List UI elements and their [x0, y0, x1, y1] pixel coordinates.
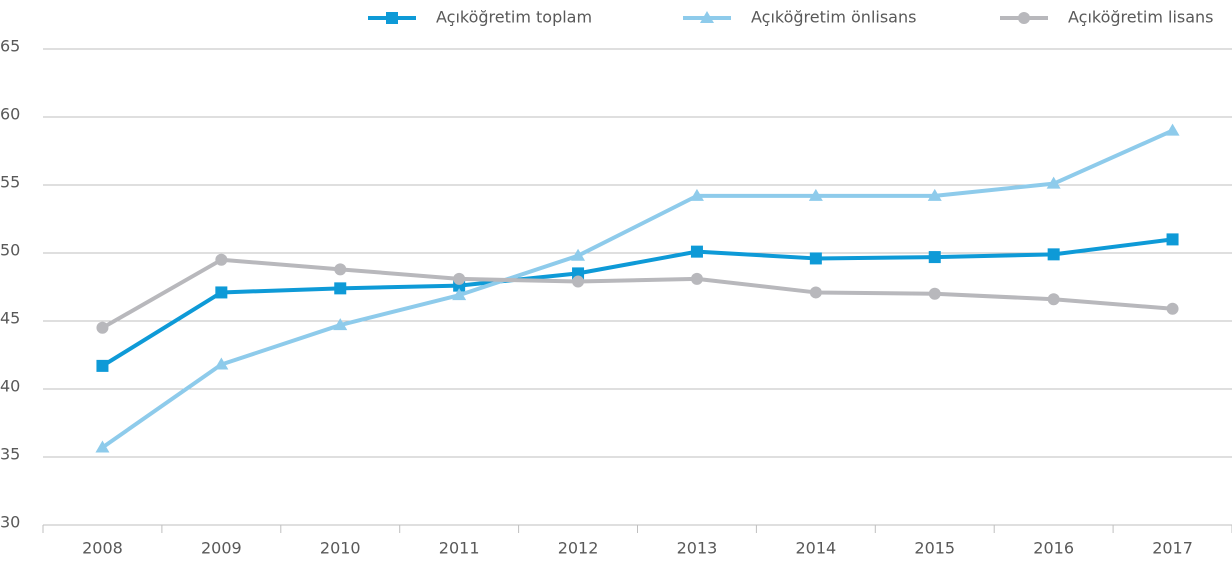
point-marker: [1165, 123, 1180, 136]
point-marker: [690, 245, 703, 258]
y-tick-label: 45: [0, 309, 20, 328]
y-tick-label: 60: [0, 105, 20, 124]
point-marker: [689, 188, 704, 201]
point-marker: [1047, 293, 1060, 306]
x-tick-label: 2009: [201, 539, 242, 558]
point-marker: [334, 282, 347, 295]
point-marker: [452, 288, 467, 301]
x-tick-label: 2008: [82, 539, 123, 558]
point-marker: [453, 272, 466, 285]
point-marker: [927, 188, 942, 201]
point-marker: [1166, 233, 1179, 246]
legend-label: Açıköğretim lisans: [1068, 8, 1214, 27]
point-marker: [334, 263, 347, 276]
point-marker: [928, 251, 941, 264]
legend-marker: [700, 11, 714, 23]
point-marker: [214, 357, 229, 370]
y-tick-label: 30: [0, 513, 20, 532]
point-marker: [1166, 302, 1179, 315]
point-marker: [808, 188, 823, 201]
x-tick-label: 2010: [320, 539, 361, 558]
x-tick-label: 2015: [914, 539, 955, 558]
x-tick-label: 2012: [558, 539, 599, 558]
y-tick-label: 40: [0, 377, 20, 396]
point-marker: [1046, 176, 1061, 189]
point-marker: [333, 318, 348, 331]
legend-marker: [1018, 12, 1030, 24]
point-marker: [1047, 248, 1060, 261]
x-tick-label: 2014: [795, 539, 836, 558]
x-tick-label: 2016: [1033, 539, 1074, 558]
point-marker: [96, 321, 109, 334]
legend-label: Açıköğretim önlisans: [751, 8, 916, 27]
series-line: [101, 257, 1173, 330]
point-marker: [96, 359, 109, 372]
legend-label: Açıköğretim toplam: [436, 8, 592, 27]
point-marker: [690, 272, 703, 285]
series-line: [101, 237, 1173, 368]
point-marker: [215, 253, 228, 266]
point-marker: [215, 286, 228, 299]
point-marker: [571, 248, 586, 261]
point-marker: [572, 275, 585, 288]
y-tick-label: 55: [0, 173, 20, 192]
point-marker: [95, 440, 110, 453]
y-tick-label: 65: [0, 37, 20, 56]
series-line: [101, 128, 1174, 450]
x-tick-label: 2017: [1152, 539, 1193, 558]
point-marker: [809, 252, 822, 265]
point-marker: [928, 287, 941, 300]
point-marker: [809, 286, 822, 299]
y-tick-label: 50: [0, 241, 20, 260]
x-tick-label: 2013: [677, 539, 718, 558]
y-tick-label: 35: [0, 445, 20, 464]
x-tick-label: 2011: [439, 539, 480, 558]
legend-marker: [386, 12, 398, 24]
